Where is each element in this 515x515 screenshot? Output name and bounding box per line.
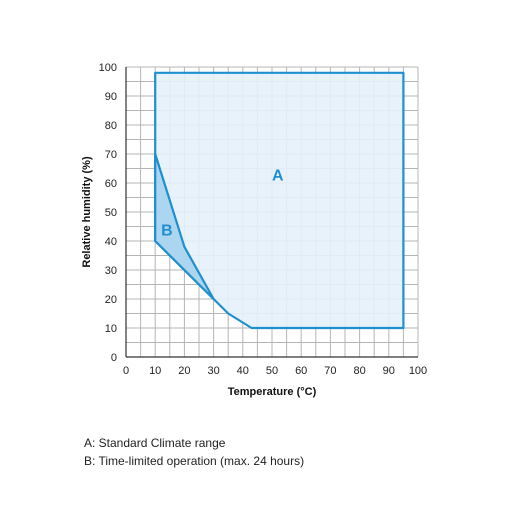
x-tick-label: 10 — [149, 365, 161, 377]
note-a: A: Standard Climate range — [84, 436, 226, 450]
y-tick-label: 40 — [105, 236, 117, 248]
region-b-area — [154, 152, 215, 301]
y-tick-label: 70 — [105, 149, 117, 161]
y-tick-label: 0 — [111, 352, 117, 364]
x-tick-label: 100 — [409, 365, 427, 377]
x-tick-label: 20 — [178, 365, 190, 377]
x-axis-title: Temperature (°C) — [228, 386, 317, 398]
y-tick-label: 30 — [105, 265, 117, 277]
y-tick-label: 80 — [105, 120, 117, 132]
y-tick-label: 50 — [105, 207, 117, 219]
tick-labels: 0 10 20 30 40 50 60 70 80 90 100 0 10 20 30 40 50 60 70 80 9… — [99, 62, 428, 377]
x-tick-label: 30 — [207, 365, 219, 377]
y-tick-label: 20 — [105, 294, 117, 306]
y-axis-title: Relative humidity (%) — [81, 156, 93, 268]
y-tick-label: 60 — [105, 178, 117, 190]
x-tick-label: 60 — [295, 365, 307, 377]
y-tick-label: 100 — [99, 62, 117, 74]
x-tick-label: 90 — [383, 365, 395, 377]
regions — [154, 71, 405, 330]
note-b: B: Time-limited operation (max. 24 hours… — [84, 454, 305, 468]
x-tick-label: 80 — [353, 365, 365, 377]
region-notes: A: Standard Climate range B: Time-limite… — [84, 434, 304, 470]
y-tick-label: 10 — [105, 323, 117, 335]
region-labels: AB — [161, 167, 284, 239]
x-tick-label: 40 — [237, 365, 249, 377]
y-tick-label: 90 — [105, 91, 117, 103]
x-tick-label: 0 — [123, 365, 129, 377]
region-b-label: B — [161, 222, 173, 239]
region-a-area — [154, 71, 405, 330]
x-tick-label: 70 — [324, 365, 336, 377]
axes — [125, 67, 418, 358]
region-a-label: A — [272, 167, 284, 184]
x-tick-label: 50 — [266, 365, 278, 377]
